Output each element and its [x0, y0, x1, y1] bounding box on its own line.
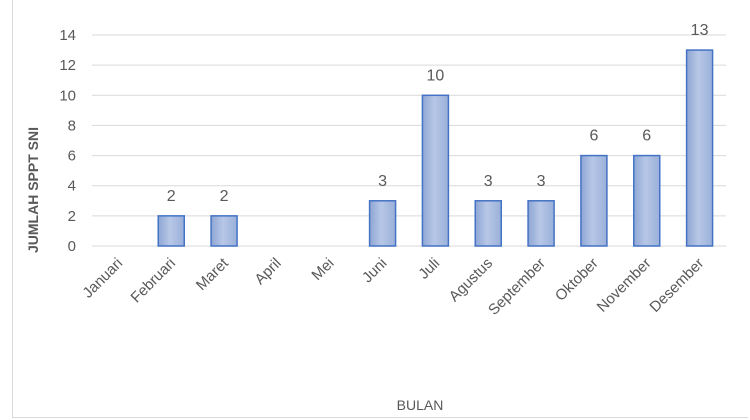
y-tick-label: 0	[68, 238, 76, 255]
data-label-maret: 2	[220, 188, 229, 205]
y-tick-label: 2	[68, 208, 76, 225]
y-tick-label: 10	[59, 87, 76, 104]
data-label-agustus: 3	[484, 173, 493, 190]
data-label-juni: 3	[378, 173, 387, 190]
data-label-november: 6	[642, 128, 651, 145]
bar-desember	[685, 49, 714, 247]
bar-september	[527, 200, 555, 247]
category-label-oktober: Oktober	[552, 255, 602, 305]
bar-agustus	[474, 200, 502, 247]
category-label-november: November	[594, 255, 655, 316]
bar-november	[633, 154, 661, 247]
data-label-september: 3	[537, 173, 546, 190]
category-label-agustus: Agustus	[446, 255, 496, 305]
chart-frame	[12, 0, 748, 418]
category-label-desember: Desember	[646, 255, 707, 316]
category-label-maret: Maret	[193, 254, 233, 294]
y-tick-label: 14	[59, 27, 76, 44]
data-labels: 2 2 3 10 3 3 6 6 13	[167, 22, 709, 205]
gridlines	[92, 34, 726, 247]
bar-februari	[157, 215, 185, 247]
data-label-februari: 2	[167, 188, 176, 205]
y-tick-label: 4	[68, 178, 76, 195]
y-tick-label: 8	[68, 117, 76, 134]
data-label-desember: 13	[691, 22, 709, 39]
y-axis-title: JUMLAH SPPT SNI	[25, 127, 41, 253]
bar-maret	[210, 215, 238, 247]
x-axis-category-labels: Januari Februari Maret April Mei Juni Juli Agus…	[79, 254, 707, 318]
category-label-september: September	[485, 255, 549, 319]
data-label-juli: 10	[427, 67, 445, 84]
y-tick-label: 12	[59, 57, 76, 74]
category-label-juni: Juni	[359, 255, 390, 286]
bar-juni	[368, 200, 397, 247]
y-tick-label: 6	[68, 148, 76, 165]
bar-oktober	[580, 154, 608, 247]
y-axis-tick-labels: 0 2 4 6 8 10 12 14	[59, 27, 76, 255]
category-label-februari: Februari	[128, 255, 180, 307]
data-label-oktober: 6	[589, 128, 598, 145]
category-label-mei: Mei	[308, 255, 337, 284]
category-label-januari: Januari	[79, 255, 126, 302]
x-axis-title: BULAN	[397, 397, 444, 413]
category-label-juli: Juli	[415, 255, 443, 283]
bars	[157, 49, 714, 247]
category-label-april: April	[252, 255, 285, 288]
bar-juli	[421, 94, 450, 247]
